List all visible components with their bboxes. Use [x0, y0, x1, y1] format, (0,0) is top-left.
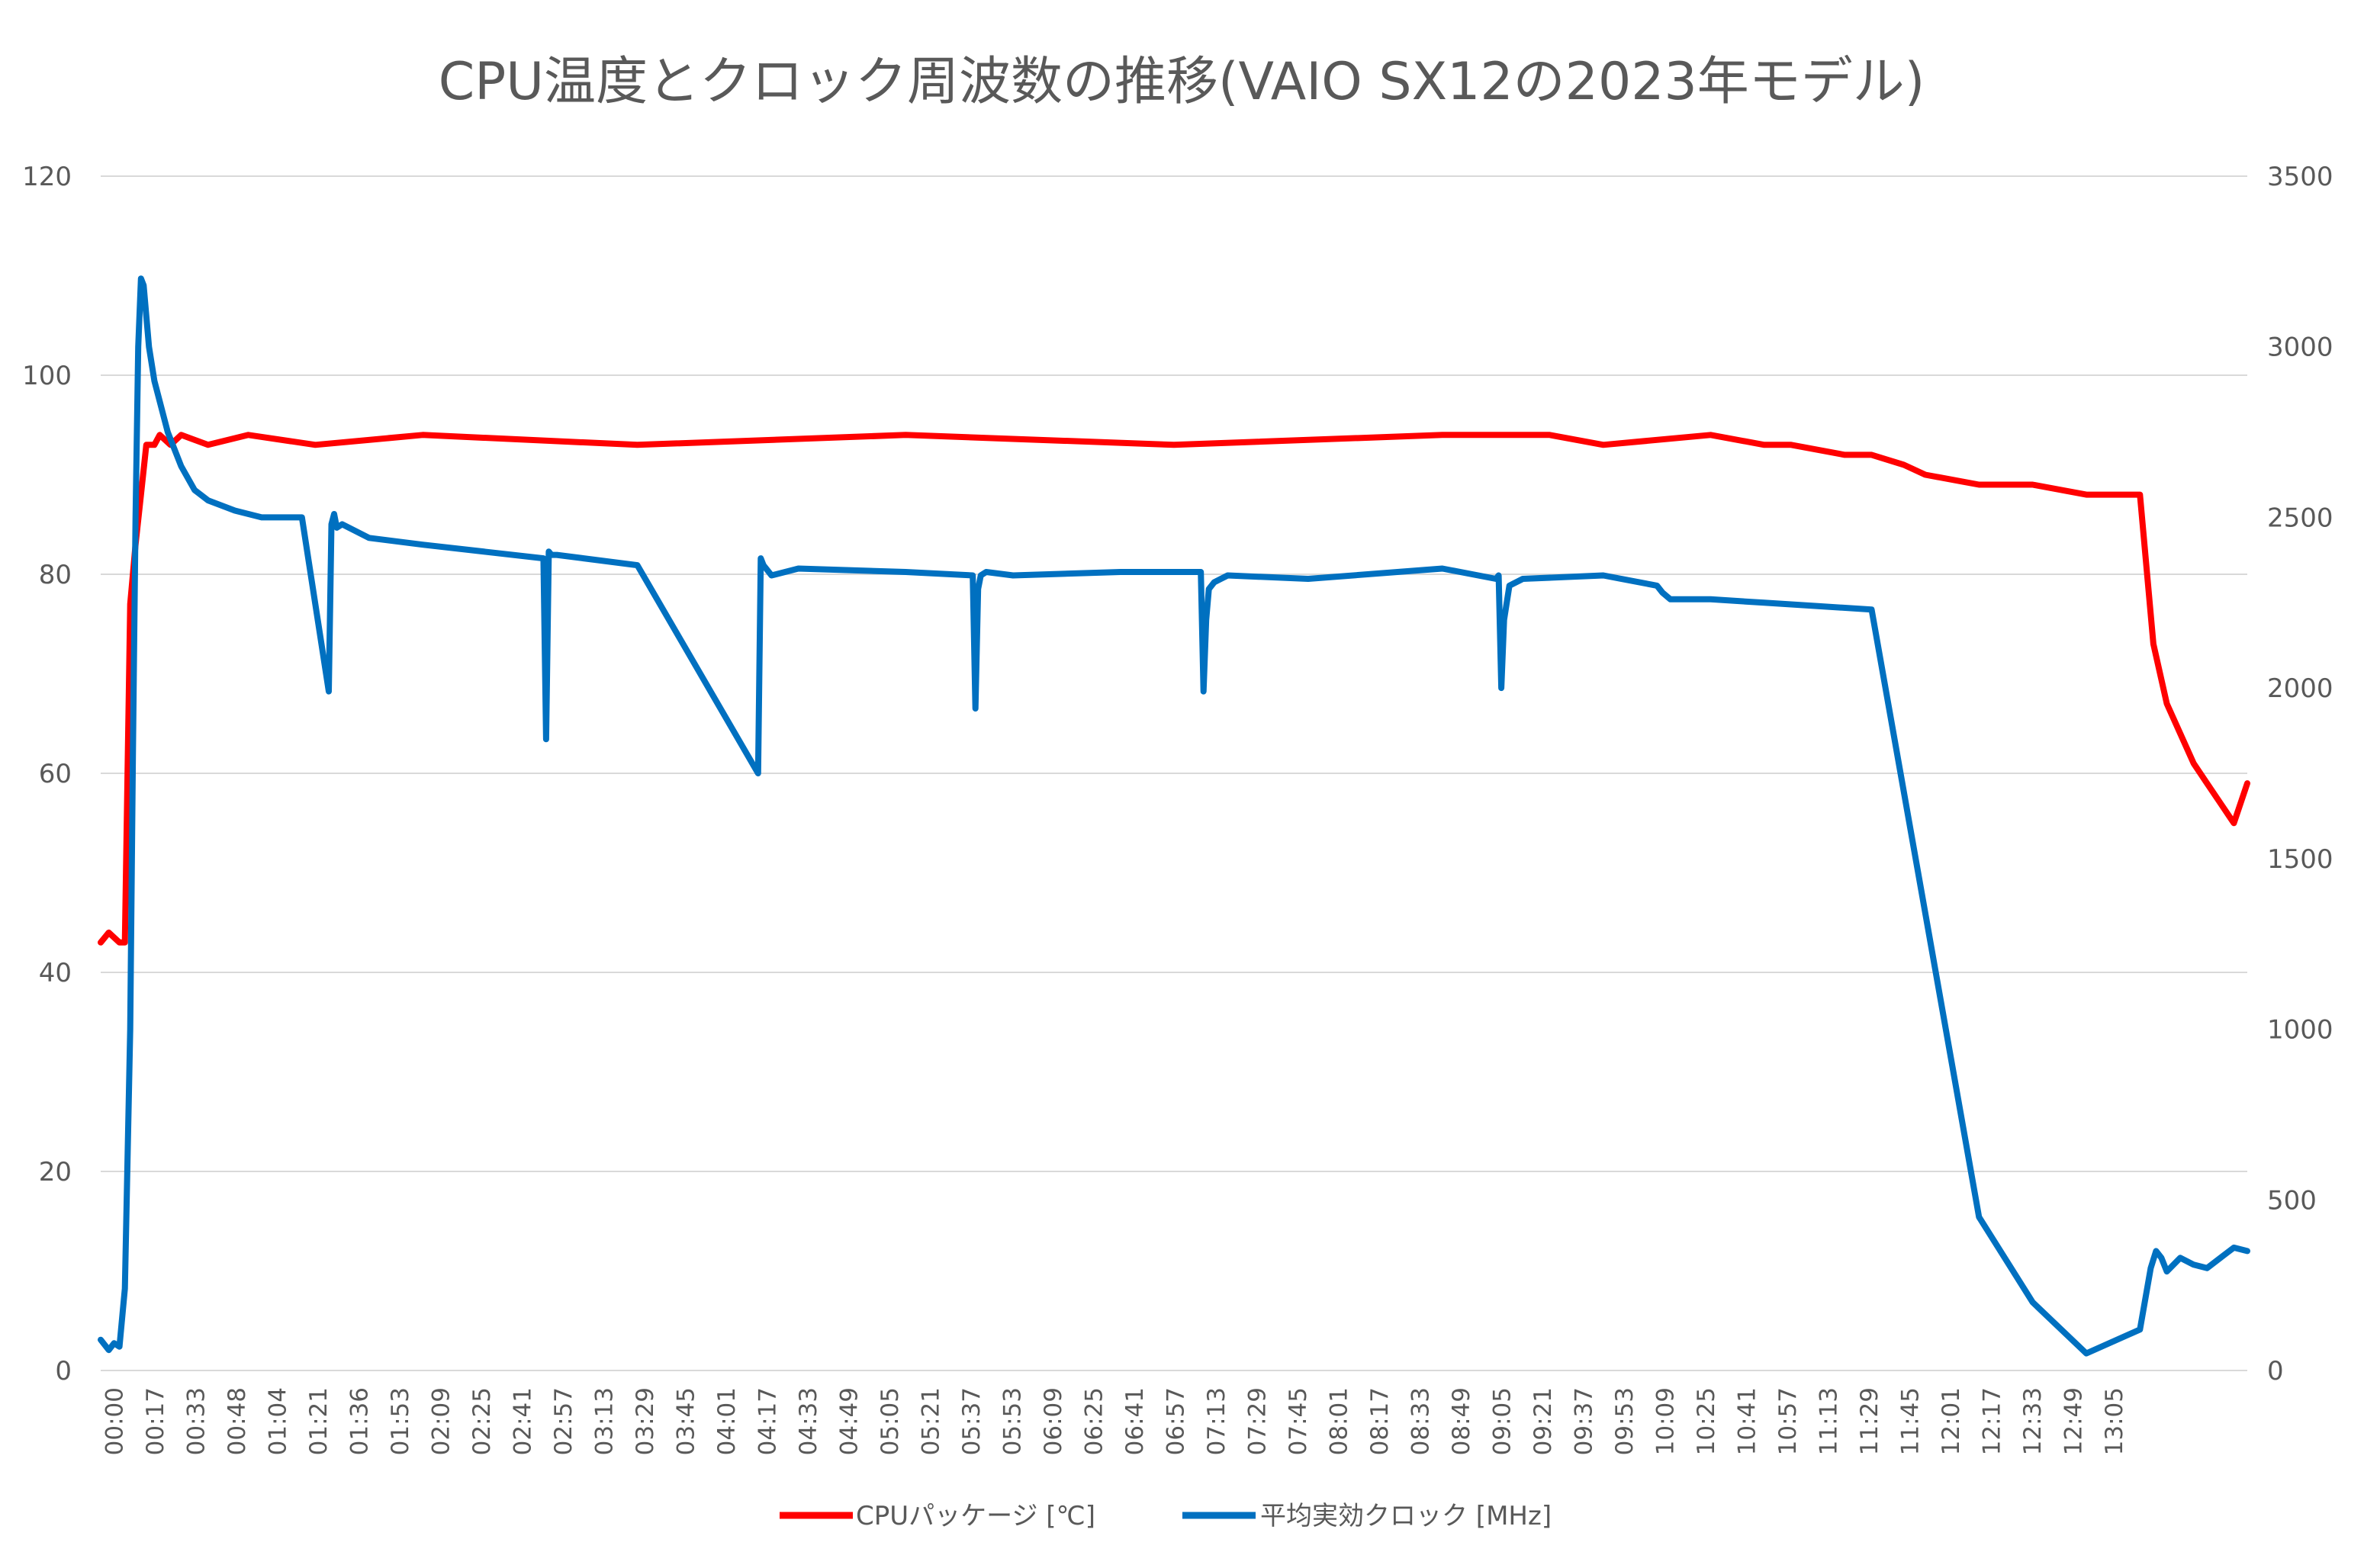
- left-y-tick-label: 80: [39, 560, 72, 590]
- x-tick-label: 08:33: [1407, 1387, 1435, 1455]
- x-axis: 00:00 00:17 00:33 00:48 01:04 01:21 01:36 01:53…: [101, 1387, 2129, 1455]
- x-tick-label: 12:17: [1979, 1387, 2006, 1455]
- x-tick-label: 03:13: [591, 1387, 619, 1455]
- x-tick-label: 09:53: [1611, 1387, 1639, 1455]
- legend-label-cpu-package: CPUパッケージ [℃]: [856, 1501, 1095, 1531]
- left-y-axis: 0 20 40 60 80 100 120: [22, 162, 72, 1386]
- x-tick-label: 11:45: [1897, 1387, 1925, 1455]
- legend-label-avg-clock: 平均実効クロック [MHz]: [1260, 1501, 1552, 1531]
- right-y-tick-label: 3500: [2267, 162, 2333, 192]
- x-tick-label: 05:53: [999, 1387, 1027, 1455]
- x-tick-label: 01:36: [346, 1387, 374, 1455]
- x-tick-label: 09:37: [1571, 1387, 1598, 1455]
- x-tick-label: 05:21: [918, 1387, 945, 1455]
- x-tick-label: 08:49: [1448, 1387, 1475, 1455]
- x-tick-label: 06:25: [1081, 1387, 1108, 1455]
- x-tick-label: 00:17: [142, 1387, 169, 1455]
- left-y-tick-label: 120: [22, 162, 72, 192]
- x-tick-label: 04:33: [795, 1387, 822, 1455]
- x-tick-label: 01:53: [387, 1387, 414, 1455]
- x-tick-label: 10:57: [1774, 1387, 1802, 1455]
- x-tick-label: 11:29: [1856, 1387, 1883, 1455]
- x-tick-label: 13:05: [2101, 1387, 2128, 1455]
- x-tick-label: 04:17: [754, 1387, 782, 1455]
- x-tick-label: 11:13: [1816, 1387, 1843, 1455]
- x-tick-label: 10:41: [1734, 1387, 1761, 1455]
- series-line-avg-clock: [98, 275, 2250, 1357]
- right-y-axis: 0 500 1000 1500 2000 2500 3000 3500: [2267, 162, 2333, 1386]
- x-tick-label: 05:37: [958, 1387, 986, 1455]
- right-y-tick-label: 500: [2267, 1185, 2317, 1216]
- x-tick-label: 07:13: [1203, 1387, 1230, 1455]
- series-lines: [98, 275, 2250, 1357]
- right-y-tick-label: 0: [2267, 1356, 2284, 1386]
- x-tick-label: 03:45: [673, 1387, 700, 1455]
- x-tick-label: 12:49: [2060, 1387, 2088, 1455]
- x-tick-label: 06:41: [1121, 1387, 1149, 1455]
- right-y-tick-label: 2500: [2267, 503, 2333, 533]
- legend: CPUパッケージ [℃] 平均実効クロック [MHz]: [780, 1501, 1552, 1531]
- series-line-cpu-package: [98, 432, 2250, 946]
- x-tick-label: 07:29: [1244, 1387, 1272, 1455]
- right-y-tick-label: 1000: [2267, 1015, 2333, 1046]
- left-y-tick-label: 60: [39, 759, 72, 789]
- chart-title: CPU温度とクロック周波数の推移(VAIO SX12の2023年モデル): [439, 52, 1925, 112]
- x-tick-label: 01:21: [305, 1387, 333, 1455]
- left-y-tick-label: 20: [39, 1157, 72, 1187]
- x-tick-label: 02:09: [428, 1387, 455, 1455]
- x-tick-label: 02:25: [468, 1387, 496, 1455]
- gridlines: [101, 175, 2247, 1371]
- x-tick-label: 09:05: [1489, 1387, 1516, 1455]
- x-tick-label: 07:45: [1285, 1387, 1312, 1455]
- x-tick-label: 02:41: [510, 1387, 537, 1455]
- x-tick-label: 04:49: [836, 1387, 864, 1455]
- x-tick-label: 00:48: [224, 1387, 251, 1455]
- right-y-tick-label: 1500: [2267, 844, 2333, 875]
- x-tick-label: 09:21: [1529, 1387, 1557, 1455]
- x-tick-label: 03:29: [632, 1387, 659, 1455]
- x-tick-label: 10:09: [1652, 1387, 1680, 1455]
- x-tick-label: 02:57: [550, 1387, 577, 1455]
- x-tick-label: 05:05: [876, 1387, 904, 1455]
- right-y-tick-label: 2000: [2267, 673, 2333, 704]
- x-tick-label: 10:25: [1693, 1387, 1720, 1455]
- x-tick-label: 08:17: [1366, 1387, 1394, 1455]
- x-tick-label: 00:00: [101, 1387, 129, 1455]
- left-y-tick-label: 0: [55, 1356, 72, 1386]
- x-tick-label: 01:04: [265, 1387, 292, 1455]
- left-y-tick-label: 40: [39, 958, 72, 988]
- x-tick-label: 00:33: [183, 1387, 211, 1455]
- x-tick-label: 06:09: [1040, 1387, 1067, 1455]
- x-tick-label: 12:01: [1938, 1387, 1965, 1455]
- x-tick-label: 04:01: [713, 1387, 741, 1455]
- left-y-tick-label: 100: [22, 361, 72, 391]
- right-y-tick-label: 3000: [2267, 333, 2333, 363]
- x-tick-label: 06:57: [1163, 1387, 1190, 1455]
- x-tick-label: 12:33: [2019, 1387, 2047, 1455]
- x-tick-label: 08:01: [1326, 1387, 1353, 1455]
